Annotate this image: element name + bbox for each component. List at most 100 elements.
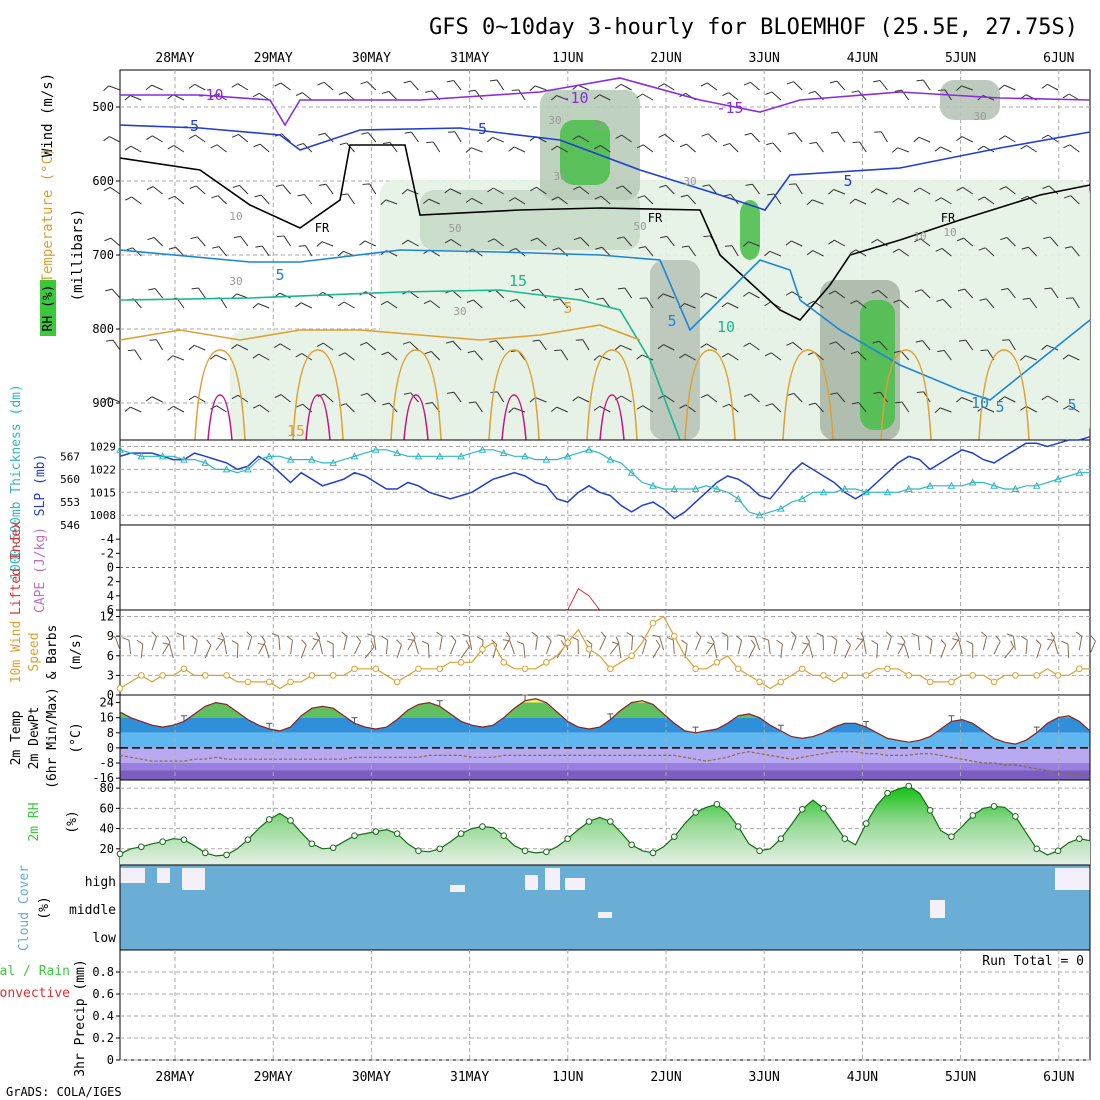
wind-barb <box>370 640 375 648</box>
wind-barb <box>897 643 905 646</box>
wind-barb <box>381 635 388 641</box>
temperature-contour-label: 5 <box>843 172 852 190</box>
wind-barb <box>316 342 324 347</box>
freezing-level-label: FR <box>315 221 330 235</box>
wind-barb <box>700 82 708 87</box>
wind-barb <box>857 351 867 361</box>
wind-barb <box>472 248 483 257</box>
wind-barb <box>892 147 898 153</box>
wind-barb <box>939 407 952 413</box>
wind-barb <box>721 632 729 637</box>
wind-barb <box>516 641 524 645</box>
wind-barb <box>237 83 249 91</box>
wind-barb <box>706 82 718 91</box>
thickness-marker <box>840 484 849 493</box>
wind-barb <box>1012 636 1016 651</box>
wind-barb <box>396 639 402 646</box>
wind-barb <box>964 288 974 299</box>
wind-barb <box>215 354 227 361</box>
wind-barb <box>344 352 355 361</box>
wind-barb <box>767 193 775 196</box>
wind-barb <box>750 81 760 91</box>
date-tick-label: 5JUN <box>945 1070 976 1085</box>
wind-barb <box>493 238 505 247</box>
wind-barb <box>494 289 505 299</box>
wind-barb <box>468 401 476 404</box>
wind-barb <box>223 640 228 655</box>
wind-barb <box>1008 339 1016 351</box>
temperature-contour-label: 5 <box>275 266 284 284</box>
thickness-marker <box>606 455 615 463</box>
wind-barb <box>468 636 473 651</box>
wind-barb <box>743 393 751 397</box>
y-tick-label: 6 <box>107 649 114 663</box>
temperature-contour <box>403 394 429 441</box>
wind-barb <box>261 245 270 257</box>
temperature-contour <box>119 324 641 341</box>
thickness-marker <box>904 484 913 493</box>
wind-barb <box>979 298 987 301</box>
slp-line <box>119 435 1091 520</box>
wind-barb <box>713 644 718 659</box>
date-tick-label: 30MAY <box>352 1070 391 1085</box>
date-tick-label: 31MAY <box>450 1070 489 1085</box>
wind-barb <box>337 301 345 307</box>
y-axis-label: Speed <box>27 632 42 671</box>
wind-barb <box>700 394 708 399</box>
date-tick-label: 31MAY <box>450 51 489 66</box>
wind-barb <box>130 95 142 101</box>
cloud-row-label: middle <box>69 903 116 918</box>
temperature-band <box>120 702 1090 718</box>
rh-marker <box>436 845 444 853</box>
wind-speed-marker <box>479 645 486 653</box>
wind-barb <box>369 183 377 195</box>
wind-barb <box>151 631 157 638</box>
thickness-marker <box>819 488 828 496</box>
wind-barb <box>768 640 771 655</box>
wind-barb <box>571 636 579 641</box>
cloud-gap <box>930 900 945 918</box>
wind-barb <box>323 342 334 351</box>
wind-barb <box>679 404 687 409</box>
rh-marker <box>990 803 998 810</box>
wind-barb <box>1053 640 1059 655</box>
thickness-marker <box>308 455 316 463</box>
wind-barb <box>665 185 675 195</box>
date-tick-label: 5JUN <box>945 51 976 66</box>
wind-barb <box>1028 246 1038 257</box>
wind-barb <box>323 81 334 91</box>
wind-barb <box>513 407 526 413</box>
wind-speed-marker <box>138 672 145 679</box>
temperature-contour <box>599 394 625 441</box>
wind-barb <box>616 185 623 189</box>
wind-barb <box>721 353 729 358</box>
rh-marker <box>713 800 721 808</box>
wind-barb <box>130 406 142 413</box>
temperature-contour <box>119 124 1091 211</box>
wind-barb <box>323 393 334 403</box>
wind-barb <box>278 636 281 651</box>
wind-barb <box>471 147 483 153</box>
wind-barb <box>271 632 279 637</box>
wind-barb <box>360 392 368 396</box>
wind-barb <box>286 635 293 641</box>
wind-barb <box>1050 287 1059 299</box>
wind-barb <box>961 85 973 91</box>
wind-barb <box>873 80 881 83</box>
wind-barb <box>554 349 562 352</box>
wind-barb <box>646 297 654 309</box>
wind-barb <box>508 146 515 152</box>
wind-barb <box>474 350 483 361</box>
wind-barb <box>922 79 931 91</box>
rh-marker <box>734 823 742 830</box>
wind-barb <box>631 635 634 651</box>
wind-barb <box>791 291 803 299</box>
wind-barb <box>1026 145 1037 153</box>
chart-title: GFS 0~10day 3-hourly for BLOEMHOF (25.5E… <box>429 15 1078 40</box>
wind-barb <box>636 405 644 410</box>
wind-barb <box>792 342 803 351</box>
temperature-contour-label: -5 <box>181 117 199 135</box>
rh2m-panel: 20 40 60 80 2m RH (%) <box>27 779 1091 866</box>
wind-barb <box>495 340 505 351</box>
